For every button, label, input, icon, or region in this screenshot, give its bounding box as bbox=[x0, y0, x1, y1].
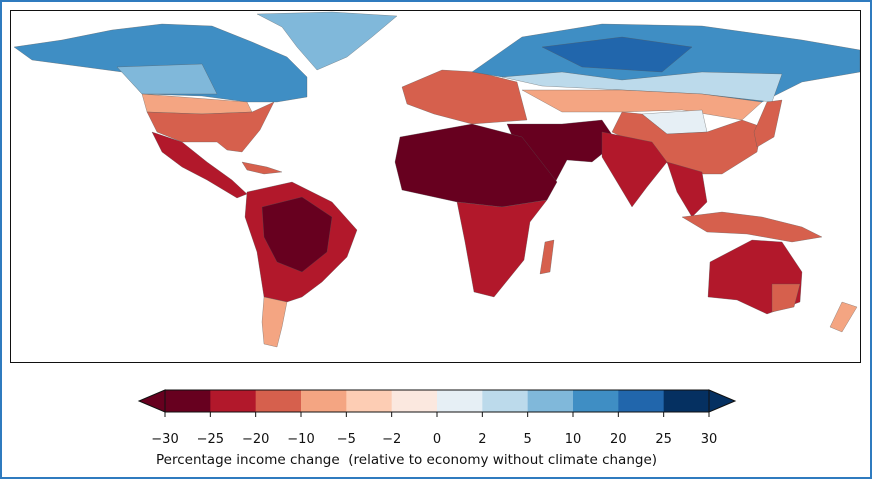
region-greenland bbox=[256, 11, 398, 71]
region-europe bbox=[401, 69, 528, 125]
colorbar-segment bbox=[346, 390, 393, 412]
region-russia-north bbox=[541, 36, 693, 73]
region-indonesia bbox=[681, 211, 823, 243]
colorbar-extend-right bbox=[708, 389, 737, 413]
colorbar-tick-label: −25 bbox=[196, 432, 225, 447]
colorbar-tick-label: −20 bbox=[241, 432, 270, 447]
region-japan bbox=[753, 99, 783, 148]
colorbar-segment bbox=[255, 390, 302, 412]
region-southeast-asia bbox=[666, 161, 708, 218]
colorbar-segment bbox=[437, 390, 483, 412]
colorbar-tick-label: −5 bbox=[336, 432, 356, 447]
colorbar-tick-label: 30 bbox=[700, 432, 718, 447]
region-usa-south bbox=[146, 101, 275, 153]
colorbar-tick-label: 0 bbox=[432, 432, 442, 447]
region-new-zealand bbox=[829, 301, 858, 333]
colorbar-tick-label: 10 bbox=[564, 432, 582, 447]
colorbar-tick-label: 2 bbox=[478, 432, 487, 447]
colorbar-tick-label: −30 bbox=[151, 432, 179, 447]
colorbar-segment bbox=[210, 390, 257, 412]
region-south-america-core bbox=[261, 196, 333, 273]
colorbar-segment bbox=[391, 390, 438, 412]
colorbar bbox=[137, 389, 737, 417]
region-madagascar bbox=[539, 239, 555, 275]
region-central-america bbox=[151, 131, 248, 199]
region-australia-southeast bbox=[771, 283, 801, 313]
colorbar-tick-label: 5 bbox=[523, 432, 532, 447]
region-south-america-south bbox=[261, 296, 288, 348]
colorbar-label: Percentage income change (relative to ec… bbox=[156, 452, 658, 468]
colorbar-tick-label: 25 bbox=[655, 432, 672, 447]
world-map bbox=[10, 10, 861, 363]
colorbar-extend-left bbox=[137, 389, 166, 413]
colorbar-segment bbox=[573, 390, 619, 412]
region-canada bbox=[13, 23, 308, 103]
colorbar-tick-label: 20 bbox=[610, 432, 627, 447]
region-caribbean bbox=[241, 161, 283, 175]
colorbar-segment bbox=[663, 390, 710, 412]
region-africa-south bbox=[456, 199, 548, 298]
colorbar-segment bbox=[165, 390, 211, 412]
colorbar-segment bbox=[301, 390, 347, 412]
region-canada-west bbox=[116, 63, 218, 95]
colorbar-segment bbox=[482, 390, 529, 412]
colorbar-segment bbox=[618, 390, 665, 412]
region-siberia-south bbox=[501, 71, 783, 103]
region-india bbox=[601, 131, 668, 208]
colorbar-segment bbox=[527, 390, 574, 412]
colorbar-tick-label: −2 bbox=[382, 432, 402, 447]
colorbar-tick-label: −10 bbox=[287, 432, 315, 447]
